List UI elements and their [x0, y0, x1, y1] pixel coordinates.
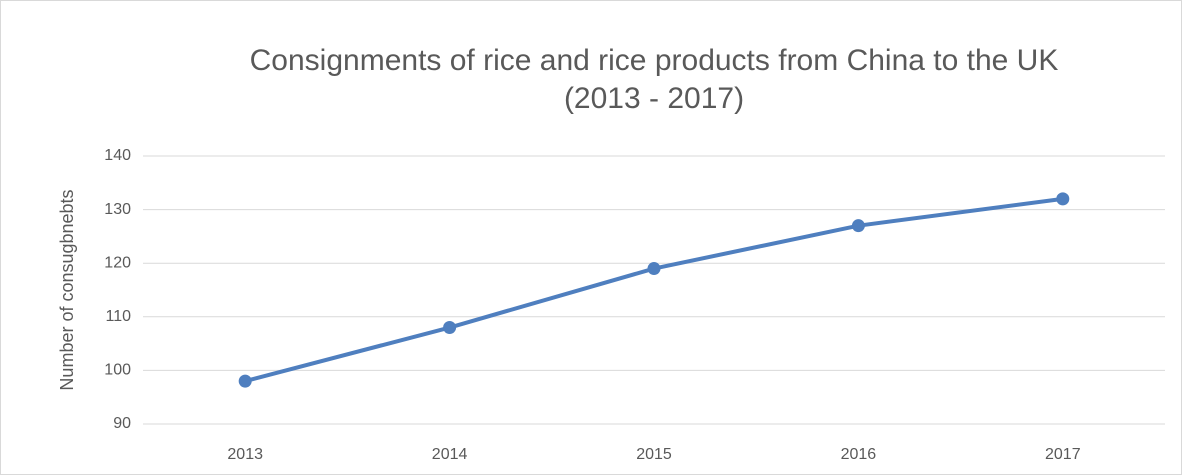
data-point [238, 374, 252, 388]
x-tick-label: 2015 [636, 446, 672, 463]
data-point [1056, 192, 1070, 206]
data-point [443, 321, 457, 335]
y-tick-label: 140 [104, 147, 131, 164]
x-tick-label: 2014 [432, 446, 468, 463]
y-tick-label: 110 [105, 308, 131, 325]
y-tick-label: 130 [104, 201, 131, 218]
x-tick-label: 2017 [1045, 446, 1081, 463]
x-tick-label: 2013 [227, 446, 263, 463]
y-tick-label: 120 [104, 254, 131, 271]
chart-title: Consignments of rice and rice products f… [250, 44, 1059, 77]
chart-title: (2013 - 2017) [564, 82, 744, 115]
y-tick-label: 100 [104, 362, 131, 379]
y-axis-title: Number of consugbnebts [57, 189, 77, 390]
data-point [851, 219, 865, 233]
y-tick-label: 90 [113, 415, 131, 432]
data-point [647, 262, 661, 276]
x-tick-label: 2016 [841, 446, 877, 463]
